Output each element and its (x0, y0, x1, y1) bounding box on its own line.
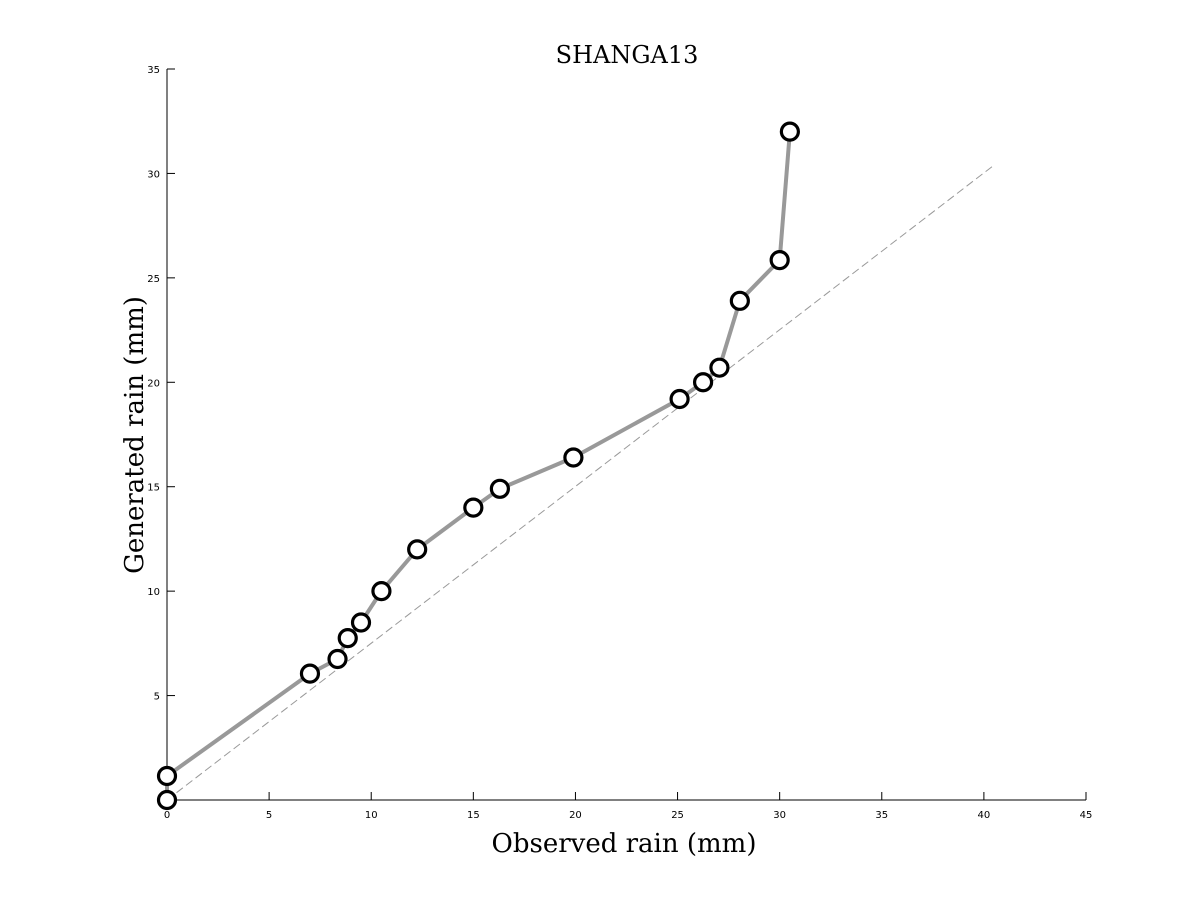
axes (166, 69, 1086, 801)
data-point (779, 121, 800, 142)
y-tick-label: 20 (147, 378, 160, 389)
data-point (156, 789, 178, 811)
x-tick-label: 5 (266, 810, 272, 821)
data-point (709, 357, 730, 378)
reference-line (166, 164, 995, 801)
data-point (729, 290, 750, 311)
x-tick-label: 0 (164, 810, 170, 821)
x-tick-label: 35 (875, 810, 888, 821)
y-tick-label: 15 (147, 483, 160, 494)
data-point (350, 612, 372, 633)
data-point (489, 478, 510, 499)
data-point (156, 765, 178, 787)
chart-title: SHANGA13 (556, 41, 699, 69)
data-point (769, 250, 790, 271)
x-ticks: 0 5 10 15 20 25 30 35 40 45 (164, 792, 1093, 821)
y-tick-label: 5 (154, 692, 160, 703)
y-tick-label: 25 (147, 274, 160, 285)
y-ticks: 5 10 15 20 25 30 35 (147, 65, 175, 703)
data-point (563, 447, 584, 468)
data-point (463, 497, 484, 518)
y-tick-label: 10 (147, 587, 160, 598)
x-tick-label: 10 (365, 810, 378, 821)
data-point (371, 581, 392, 602)
series-line (165, 131, 792, 800)
data-point (299, 663, 321, 684)
x-axis-label: Observed rain (mm) (492, 829, 757, 859)
x-tick-label: 45 (1080, 810, 1093, 821)
data-point (327, 648, 348, 670)
data-point (669, 388, 690, 410)
y-axis-label: Generated rain (mm) (120, 296, 150, 574)
x-tick-label: 40 (978, 810, 991, 821)
x-tick-label: 30 (773, 810, 786, 821)
y-tick-label: 30 (147, 169, 160, 180)
x-tick-label: 15 (467, 810, 480, 821)
data-point (337, 628, 358, 649)
data-point (407, 539, 428, 560)
data-point (692, 372, 714, 393)
y-tick-label: 35 (147, 65, 160, 76)
x-tick-label: 20 (569, 810, 582, 821)
x-tick-label: 25 (671, 810, 684, 821)
data-markers (156, 121, 800, 811)
